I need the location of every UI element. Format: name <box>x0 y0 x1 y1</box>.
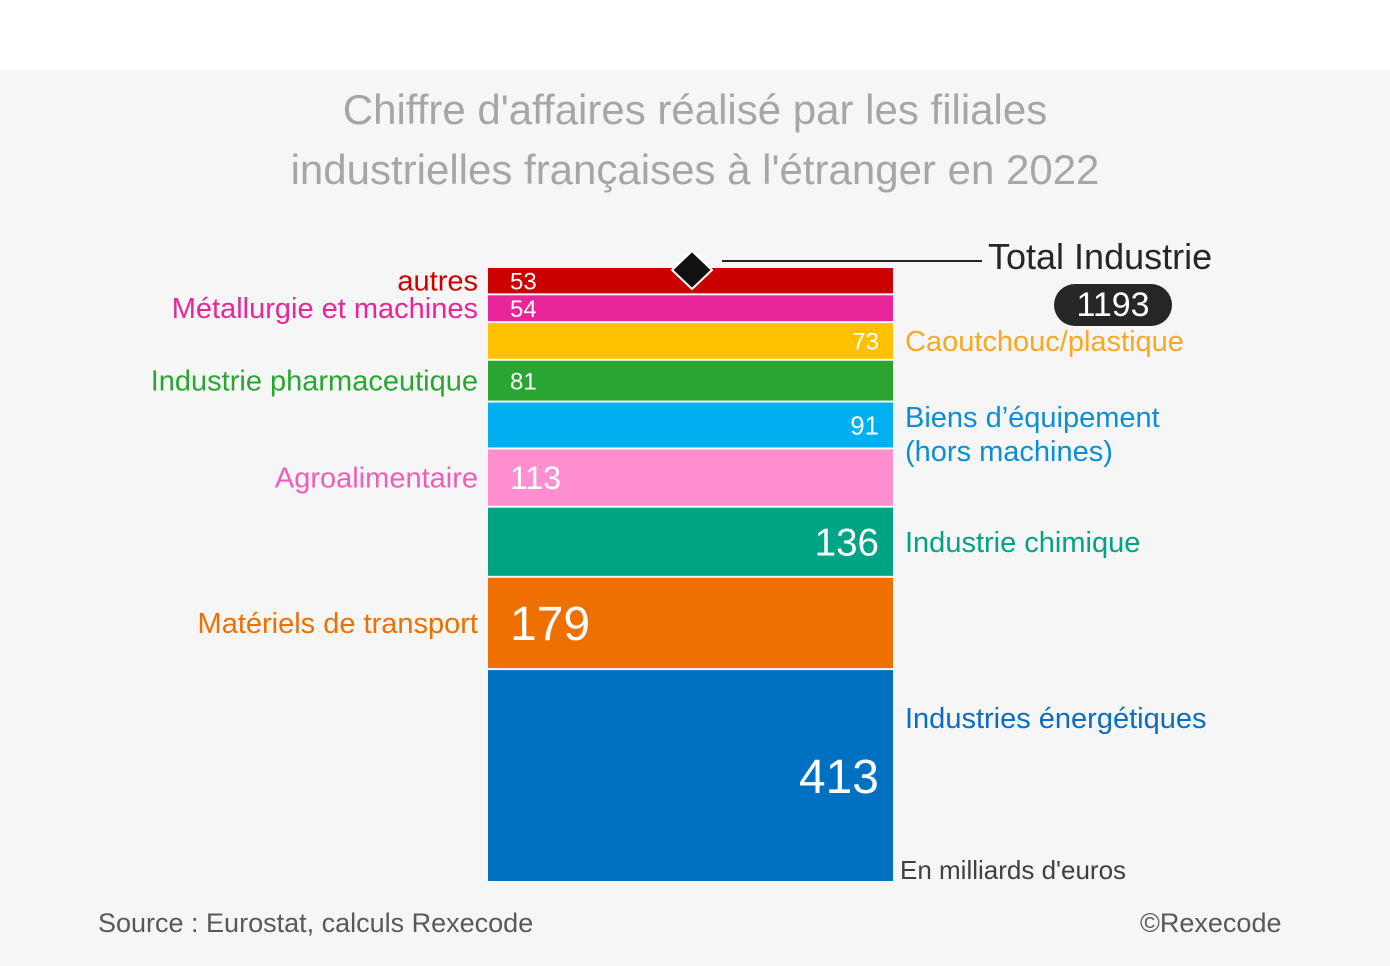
chart-title: Chiffre d'affaires réalisé par les filia… <box>0 80 1390 200</box>
bar-segment-biens-d-equipement-hors-machines <box>488 402 893 448</box>
bar-segment-industries-energetiques <box>488 670 893 881</box>
bar-segment-materiels-de-transport <box>488 577 893 669</box>
value-label-industrie-chimique: 136 <box>815 522 879 565</box>
bar-segment-industrie-chimique <box>488 507 893 576</box>
value-label-industries-energetiques: 413 <box>799 751 879 804</box>
value-label-agroalimentaire: 113 <box>510 460 561 496</box>
category-label-caoutchouc-plastique: Caoutchouc/plastique <box>905 326 1184 358</box>
value-label-caoutchouc-plastique: 73 <box>852 329 879 356</box>
value-label-autres: 53 <box>510 268 537 295</box>
category-label-industrie-chimique: Industrie chimique <box>905 527 1140 559</box>
copyright-note: ©Rexecode <box>1140 908 1282 938</box>
bar-segment-caoutchouc-plastique <box>488 323 893 359</box>
value-label-materiels-de-transport: 179 <box>510 598 590 651</box>
value-label-metallurgie-et-machines: 54 <box>510 296 537 323</box>
source-note: Source : Eurostat, calculs Rexecode <box>98 908 534 938</box>
chart-title-line-1: Chiffre d'affaires réalisé par les filia… <box>342 86 1048 133</box>
value-label-biens-d-equipement-hors-machines: 91 <box>850 412 879 440</box>
category-label-industrie-pharmaceutique: Industrie pharmaceutique <box>151 366 478 398</box>
category-label-metallurgie-et-machines: Métallurgie et machines <box>172 293 478 325</box>
bar-segment-industrie-pharmaceutique <box>488 360 893 401</box>
total-label: Total Industrie <box>988 236 1213 277</box>
chart-title-line-2: industrielles françaises à l'étranger en… <box>290 146 1100 193</box>
bar-segment-agroalimentaire <box>488 449 893 506</box>
category-label-autres: autres <box>397 266 478 298</box>
category-label-biens-d-equipement-hors-machines: Biens d’équipement (hors machines) <box>905 402 1160 468</box>
category-label-agroalimentaire: Agroalimentaire <box>275 463 478 495</box>
category-label-materiels-de-transport: Matériels de transport <box>198 608 478 640</box>
total-value-badge: 1193 <box>1054 284 1172 326</box>
bar-segment-metallurgie-et-machines <box>488 295 893 322</box>
unit-note: En milliards d'euros <box>900 855 1127 885</box>
category-label-industries-energetiques: Industries énergétiques <box>905 703 1206 735</box>
total-marker-diamond <box>670 249 714 291</box>
value-label-industrie-pharmaceutique: 81 <box>510 368 537 395</box>
